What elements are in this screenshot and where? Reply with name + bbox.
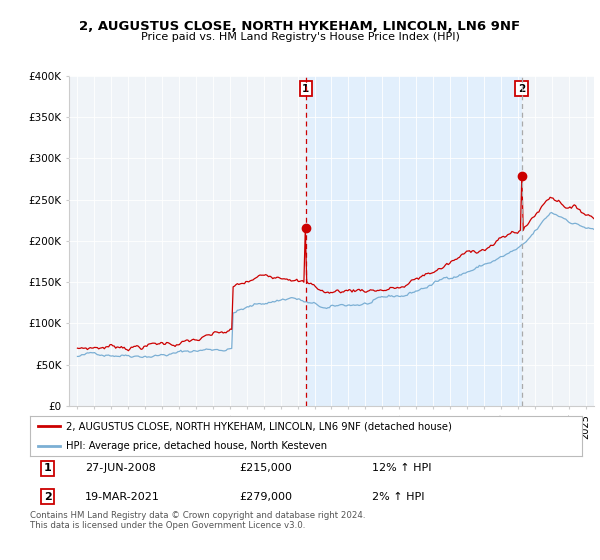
Text: 1: 1 — [302, 84, 310, 94]
Text: 2, AUGUSTUS CLOSE, NORTH HYKEHAM, LINCOLN, LN6 9NF (detached house): 2, AUGUSTUS CLOSE, NORTH HYKEHAM, LINCOL… — [66, 421, 452, 431]
Text: 2, AUGUSTUS CLOSE, NORTH HYKEHAM, LINCOLN, LN6 9NF: 2, AUGUSTUS CLOSE, NORTH HYKEHAM, LINCOL… — [79, 20, 521, 33]
Bar — [306, 76, 521, 406]
Text: £215,000: £215,000 — [240, 463, 293, 473]
Text: 2% ↑ HPI: 2% ↑ HPI — [372, 492, 425, 502]
Text: 12% ↑ HPI: 12% ↑ HPI — [372, 463, 432, 473]
Text: 27-JUN-2008: 27-JUN-2008 — [85, 463, 156, 473]
Text: £279,000: £279,000 — [240, 492, 293, 502]
Text: HPI: Average price, detached house, North Kesteven: HPI: Average price, detached house, Nort… — [66, 441, 327, 451]
Text: 19-MAR-2021: 19-MAR-2021 — [85, 492, 160, 502]
Text: Price paid vs. HM Land Registry's House Price Index (HPI): Price paid vs. HM Land Registry's House … — [140, 32, 460, 42]
Text: 2: 2 — [44, 492, 52, 502]
Text: 1: 1 — [44, 463, 52, 473]
Text: 2: 2 — [518, 84, 525, 94]
Text: Contains HM Land Registry data © Crown copyright and database right 2024.
This d: Contains HM Land Registry data © Crown c… — [30, 511, 365, 530]
